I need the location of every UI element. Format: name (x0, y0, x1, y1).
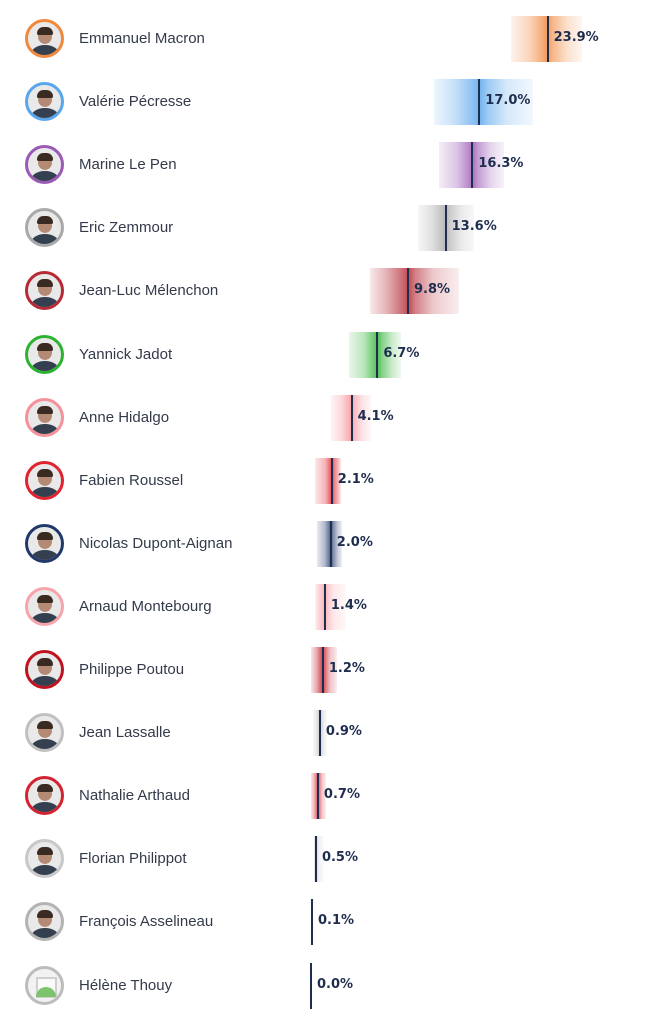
value-label: 0.0% (317, 976, 354, 992)
range-band (313, 836, 324, 883)
median-line (444, 205, 447, 252)
median-line (471, 142, 474, 189)
value-label: 9.8% (414, 282, 451, 298)
avatar (25, 523, 64, 563)
value-label: 0.5% (321, 850, 358, 866)
candidate-name: Nathalie Arthaud (79, 787, 190, 805)
median-line (310, 899, 313, 946)
avatar (25, 397, 64, 437)
avatar-placeholder-icon (25, 965, 64, 1005)
avatar (25, 839, 64, 879)
avatar (25, 334, 64, 374)
value-label: 23.9% (553, 30, 599, 45)
value-label: 2.1% (337, 471, 374, 487)
candidate-name: Emmanuel Macron (79, 30, 205, 47)
median-line (330, 457, 333, 504)
candidate-row: Nicolas Dupont-Aignan 2.0% (0, 513, 665, 576)
candidate-name: Yannick Jadot (79, 345, 173, 363)
candidate-name: Anne Hidalgo (79, 408, 170, 426)
candidate-row: Florian Philippot 0.5% (0, 828, 665, 891)
avatar (25, 145, 64, 185)
candidate-name: Marine Le Pen (79, 156, 177, 174)
avatar (25, 208, 64, 248)
candidate-row: Eric Zemmour 13.6% (0, 197, 665, 260)
range-band (314, 583, 346, 630)
range-band (314, 457, 341, 504)
candidate-name: Florian Philippot (79, 850, 187, 868)
value-label: 6.7% (383, 345, 420, 361)
value-label: 0.9% (325, 724, 362, 740)
candidate-name: Jean-Luc Mélenchon (79, 282, 219, 300)
avatar (25, 19, 64, 58)
range-band (433, 79, 533, 126)
candidate-row: Yannick Jadot 6.7% (0, 324, 665, 387)
median-line (546, 16, 549, 62)
range-band (370, 268, 459, 315)
median-line (350, 394, 353, 441)
candidate-name: Eric Zemmour (79, 219, 174, 237)
candidate-name: François Asselineau (79, 913, 214, 931)
candidate-name: Nicolas Dupont-Aignan (79, 534, 233, 552)
candidate-row: Jean-Luc Mélenchon 9.8% (0, 260, 665, 323)
value-label: 1.4% (330, 597, 367, 613)
candidate-row: Jean Lassalle 0.9% (0, 702, 665, 765)
median-line (321, 647, 324, 693)
value-label: 4.1% (357, 408, 394, 424)
avatar (25, 271, 64, 311)
value-label: 2.0% (336, 534, 373, 550)
avatar (25, 586, 64, 626)
median-line (407, 268, 410, 315)
median-line (329, 520, 332, 567)
value-label: 1.2% (328, 661, 365, 676)
candidate-row: Anne Hidalgo 4.1% (0, 387, 665, 450)
candidate-row: Arnaud Montebourg 1.4% (0, 576, 665, 639)
avatar (25, 82, 64, 122)
candidate-row: Emmanuel Macron 23.9% (0, 8, 665, 71)
avatar (25, 776, 64, 816)
candidate-row: Nathalie Arthaud 0.7% (0, 765, 665, 828)
avatar (25, 713, 64, 753)
range-band (316, 520, 342, 567)
median-line (314, 836, 317, 883)
median-line (318, 710, 321, 757)
range-band (510, 16, 583, 62)
median-line (376, 331, 379, 378)
avatar (25, 902, 64, 942)
candidate-name: Fabien Roussel (79, 471, 184, 489)
value-label: 16.3% (478, 156, 524, 172)
value-label: 17.0% (485, 93, 531, 109)
median-line (323, 583, 326, 630)
candidate-name: Valérie Pécresse (79, 93, 192, 111)
candidate-row: Marine Le Pen 16.3% (0, 134, 665, 197)
candidate-row: Fabien Roussel 2.1% (0, 450, 665, 513)
candidate-name: Hélène Thouy (79, 976, 173, 994)
range-band (348, 331, 402, 378)
median-line (478, 79, 481, 126)
median-line (310, 962, 312, 1009)
candidate-row: Philippe Poutou 1.2% (0, 639, 665, 702)
avatar (25, 650, 64, 689)
candidate-row: Hélène Thouy 0.0% (0, 955, 665, 1018)
value-label: 0.7% (323, 787, 360, 803)
candidate-name: Jean Lassalle (79, 724, 171, 742)
candidate-name: Philippe Poutou (79, 661, 185, 678)
candidate-row: Valérie Pécresse 17.0% (0, 71, 665, 134)
avatar (25, 460, 64, 500)
value-label: 0.1% (317, 913, 355, 929)
candidate-name: Arnaud Montebourg (79, 597, 212, 615)
median-line (316, 773, 319, 820)
candidate-row: François Asselineau 0.1% (0, 891, 665, 954)
value-label: 13.6% (451, 219, 497, 235)
